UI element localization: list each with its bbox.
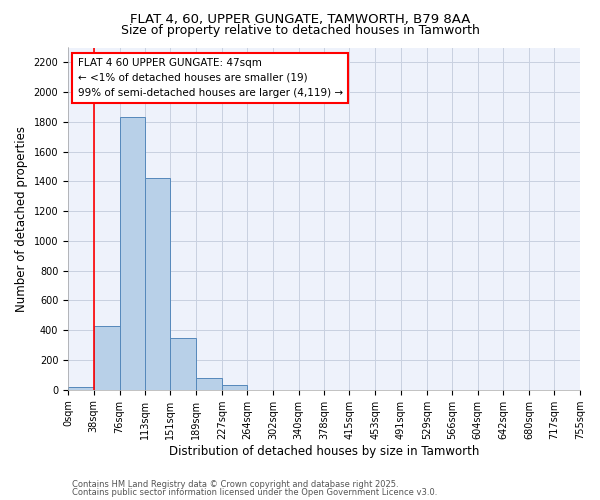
Text: FLAT 4, 60, UPPER GUNGATE, TAMWORTH, B79 8AA: FLAT 4, 60, UPPER GUNGATE, TAMWORTH, B79… [130, 12, 470, 26]
Y-axis label: Number of detached properties: Number of detached properties [15, 126, 28, 312]
Text: Size of property relative to detached houses in Tamworth: Size of property relative to detached ho… [121, 24, 479, 37]
X-axis label: Distribution of detached houses by size in Tamworth: Distribution of detached houses by size … [169, 444, 479, 458]
Text: Contains public sector information licensed under the Open Government Licence v3: Contains public sector information licen… [72, 488, 437, 497]
Text: Contains HM Land Registry data © Crown copyright and database right 2025.: Contains HM Land Registry data © Crown c… [72, 480, 398, 489]
Bar [94, 326, 119, 390]
Bar [222, 386, 247, 390]
Bar [196, 378, 222, 390]
Bar [145, 178, 170, 390]
Bar [119, 118, 145, 390]
Bar [68, 387, 94, 390]
Bar [170, 338, 196, 390]
Text: FLAT 4 60 UPPER GUNGATE: 47sqm
← <1% of detached houses are smaller (19)
99% of : FLAT 4 60 UPPER GUNGATE: 47sqm ← <1% of … [77, 58, 343, 98]
